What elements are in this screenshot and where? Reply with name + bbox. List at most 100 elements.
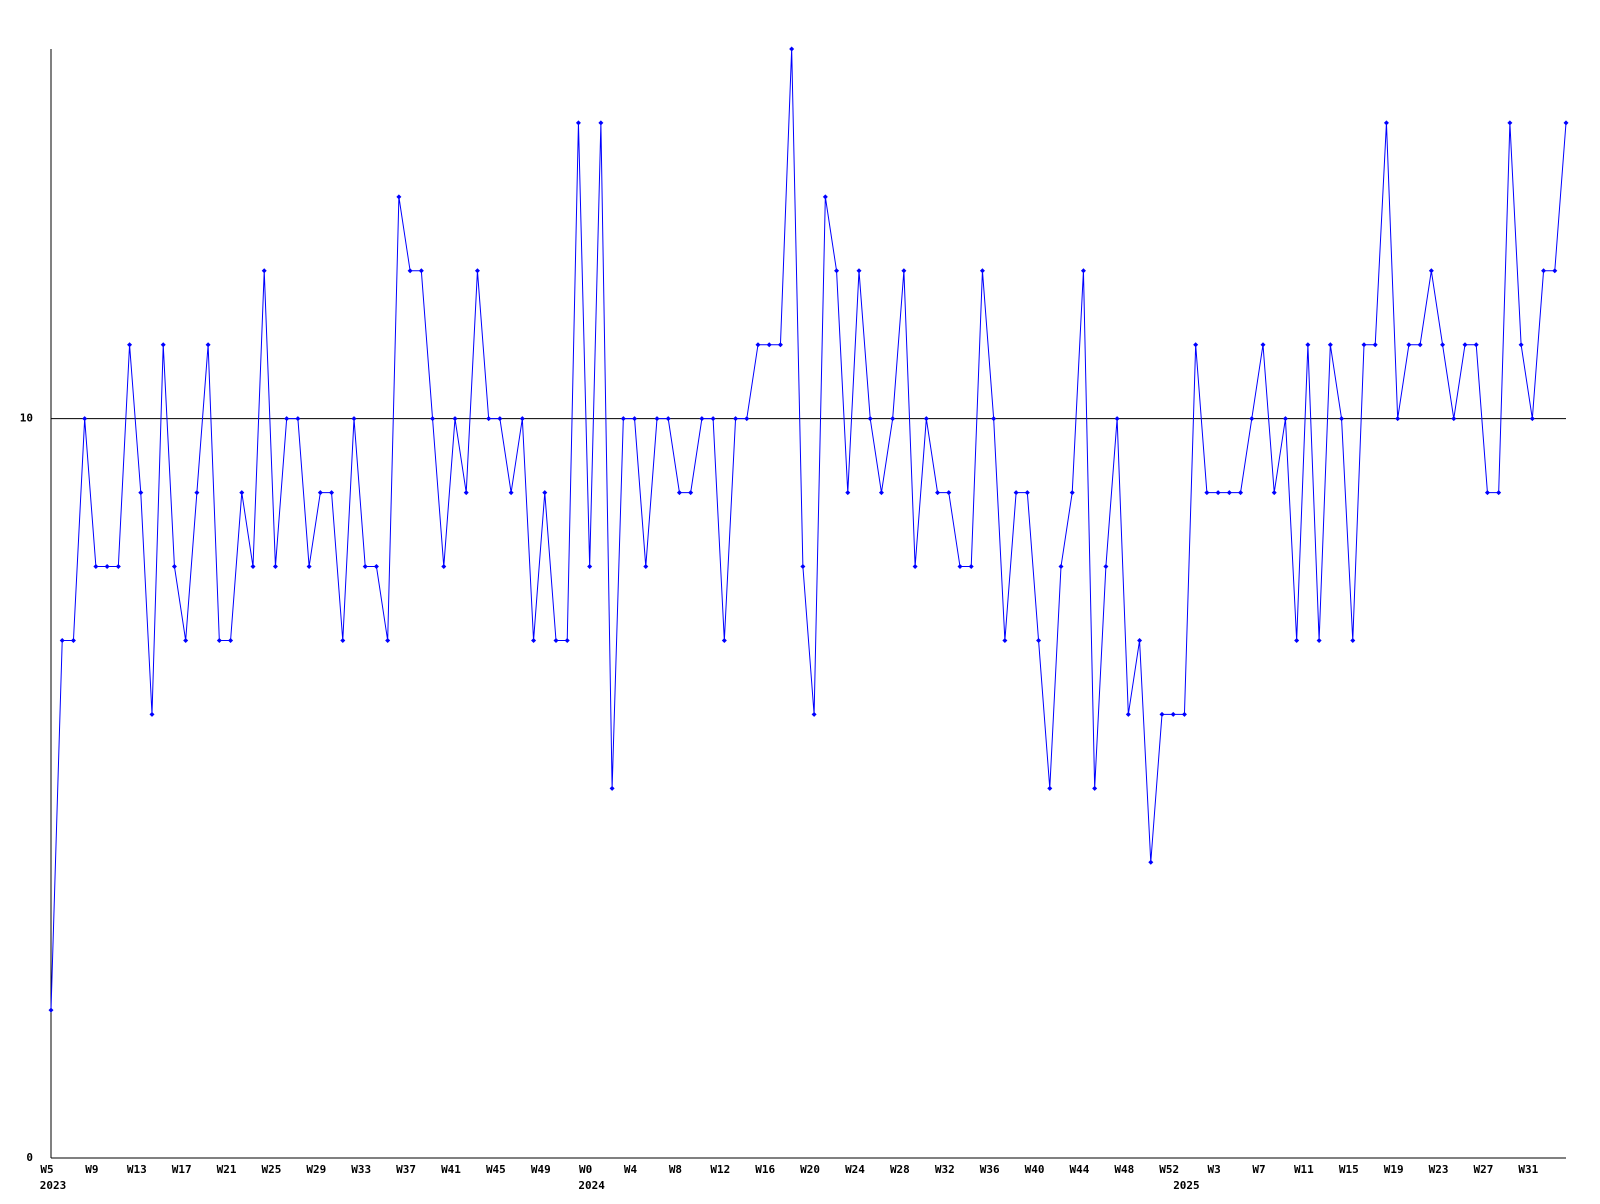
data-point — [789, 46, 795, 52]
data-point — [441, 564, 447, 570]
x-tick-label: W13 — [127, 1163, 147, 1176]
data-point — [699, 416, 705, 422]
x-tick-label: W3 — [1207, 1163, 1220, 1176]
data-point — [856, 268, 862, 274]
x-tick-label: W48 — [1114, 1163, 1134, 1176]
data-point — [1383, 120, 1389, 126]
data-point — [1406, 342, 1412, 348]
data-point — [620, 416, 626, 422]
x-tick-label: W37 — [396, 1163, 416, 1176]
data-point — [396, 194, 402, 200]
x-tick-label: W36 — [980, 1163, 1000, 1176]
data-point — [946, 490, 952, 496]
x-tick-label: W52 — [1159, 1163, 1179, 1176]
y-tick-label: 0 — [26, 1151, 33, 1164]
data-point — [463, 490, 469, 496]
data-point — [912, 564, 918, 570]
data-point — [1114, 416, 1120, 422]
x-group-label: 2024 — [578, 1179, 605, 1192]
data-point — [1092, 785, 1098, 791]
data-point — [1193, 342, 1199, 348]
data-point — [1484, 490, 1490, 496]
data-point — [1361, 342, 1367, 348]
data-point — [59, 637, 65, 643]
data-point — [1563, 120, 1569, 126]
data-point — [609, 785, 615, 791]
data-point — [1047, 785, 1053, 791]
data-point — [306, 564, 312, 570]
data-point — [183, 637, 189, 643]
data-point — [564, 637, 570, 643]
data-point — [1473, 342, 1479, 348]
data-point — [272, 564, 278, 570]
data-point — [104, 564, 110, 570]
data-point — [70, 637, 76, 643]
data-point — [138, 490, 144, 496]
x-tick-label: W11 — [1294, 1163, 1314, 1176]
data-point — [575, 120, 581, 126]
x-tick-label: W17 — [172, 1163, 192, 1176]
data-point — [486, 416, 492, 422]
data-point — [755, 342, 761, 348]
data-point — [194, 490, 200, 496]
data-point — [508, 490, 514, 496]
data-point — [261, 268, 267, 274]
x-tick-label: W8 — [669, 1163, 682, 1176]
data-point — [1137, 637, 1143, 643]
x-tick-label: W33 — [351, 1163, 371, 1176]
data-point — [1282, 416, 1288, 422]
data-point — [1080, 268, 1086, 274]
data-point — [1226, 490, 1232, 496]
data-point — [171, 564, 177, 570]
data-point — [474, 268, 480, 274]
x-group-label: 2023 — [40, 1179, 67, 1192]
data-point — [923, 416, 929, 422]
data-point — [1339, 416, 1345, 422]
data-point — [149, 711, 155, 717]
data-point — [48, 1007, 54, 1013]
data-point — [1316, 637, 1322, 643]
data-point — [1327, 342, 1333, 348]
x-tick-label: W28 — [890, 1163, 910, 1176]
data-point — [654, 416, 660, 422]
data-point — [688, 490, 694, 496]
data-point — [250, 564, 256, 570]
data-point — [1148, 859, 1154, 865]
data-point — [878, 490, 884, 496]
data-point — [1305, 342, 1311, 348]
data-point — [665, 416, 671, 422]
data-point — [777, 342, 783, 348]
data-point — [351, 416, 357, 422]
data-point — [329, 490, 335, 496]
data-point — [957, 564, 963, 570]
data-point — [822, 194, 828, 200]
x-tick-label: W21 — [217, 1163, 237, 1176]
data-point — [901, 268, 907, 274]
y-tick-label: 10 — [20, 412, 33, 425]
data-point — [519, 416, 525, 422]
data-point — [553, 637, 559, 643]
data-point — [295, 416, 301, 422]
data-point — [362, 564, 368, 570]
data-point — [82, 416, 88, 422]
data-point — [418, 268, 424, 274]
data-point — [205, 342, 211, 348]
x-tick-label: W0 — [579, 1163, 592, 1176]
data-point — [1002, 637, 1008, 643]
x-tick-label: W7 — [1252, 1163, 1265, 1176]
data-point — [935, 490, 941, 496]
x-tick-label: W32 — [935, 1163, 955, 1176]
data-point — [1552, 268, 1558, 274]
data-point — [497, 416, 503, 422]
data-point — [317, 490, 323, 496]
data-point — [1440, 342, 1446, 348]
data-point — [1170, 711, 1176, 717]
x-tick-label: W29 — [306, 1163, 326, 1176]
data-point — [1249, 416, 1255, 422]
data-point — [721, 637, 727, 643]
data-point — [1294, 637, 1300, 643]
data-point — [340, 637, 346, 643]
data-point — [1058, 564, 1064, 570]
x-tick-label: W31 — [1518, 1163, 1538, 1176]
